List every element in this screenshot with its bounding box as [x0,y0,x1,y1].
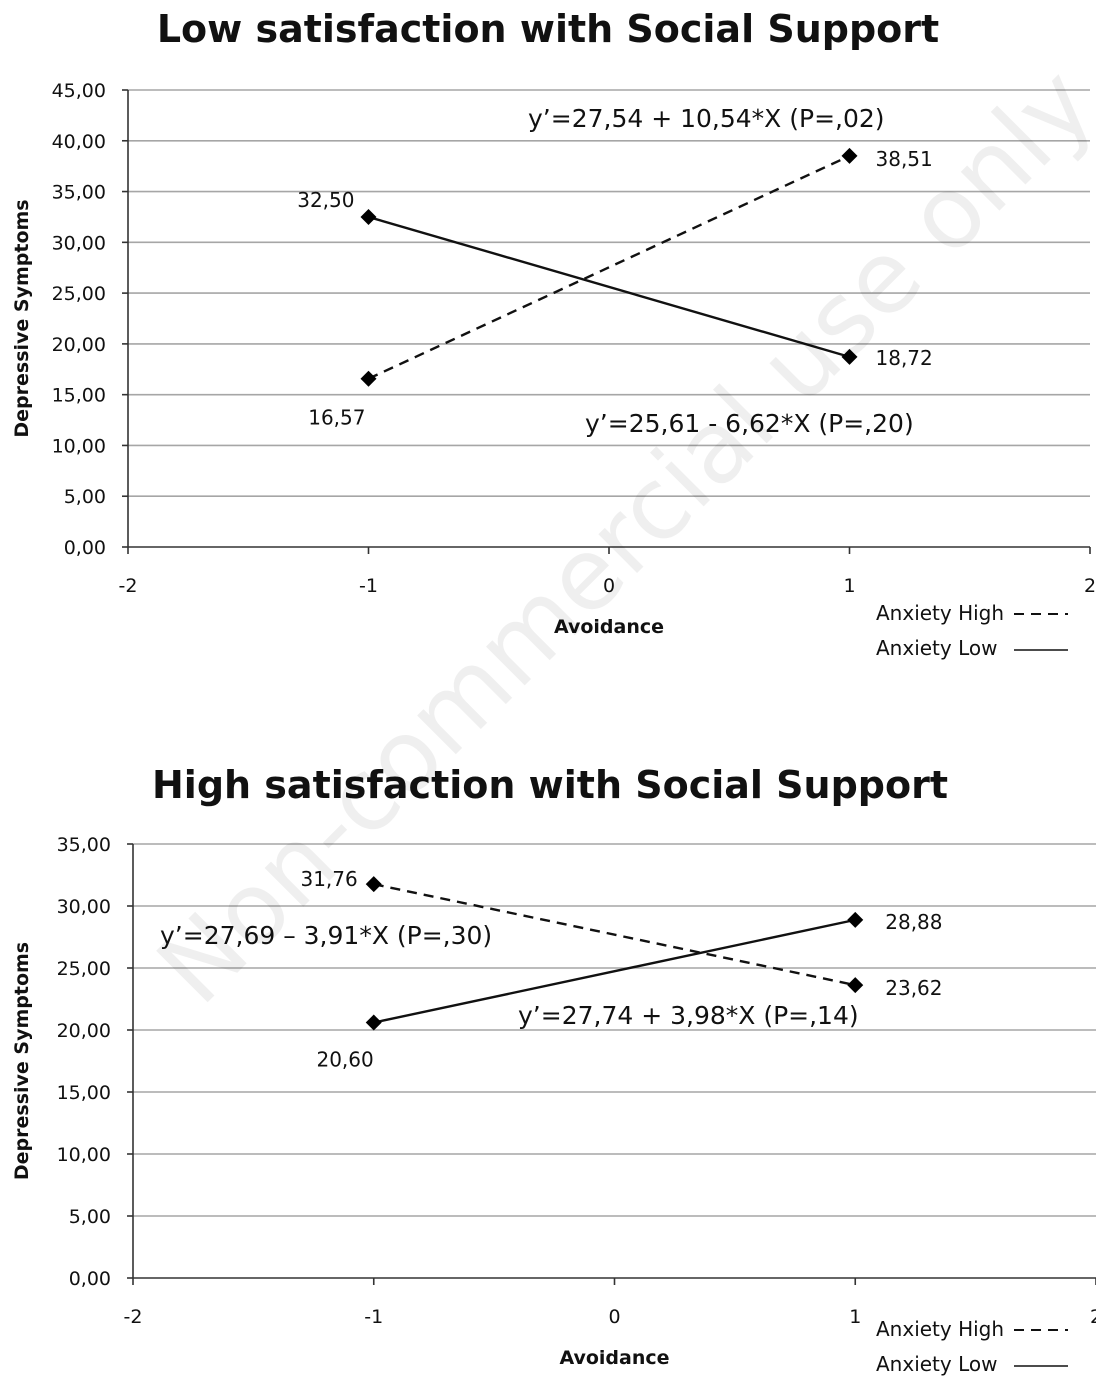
y-tick-label: 45,00 [52,80,106,102]
x-tick-label: -2 [119,575,138,597]
x-tick-label: 2 [1090,1306,1096,1328]
x-tick-label: -1 [364,1306,383,1328]
x-axis-label: Avoidance [559,1347,669,1369]
data-label: 23,62 [885,976,942,1000]
data-label: 38,51 [876,147,933,171]
y-tick-label: 15,00 [52,385,106,407]
chart-low-satisfaction: Low satisfaction with Social Support 0,00… [11,7,1096,660]
x-tick-label: -2 [124,1306,143,1328]
data-label: 28,88 [885,910,942,934]
y-tick-label: 35,00 [52,182,106,204]
legend-label-anxiety-high: Anxiety High [876,1317,1004,1341]
series-line-anxiety-low [368,215,850,359]
y-tick-label: 10,00 [52,435,106,457]
data-label: 16,57 [308,406,365,430]
y-tick-label: 10,00 [57,1144,111,1166]
data-label: 32,50 [297,188,354,212]
x-tick-label: 2 [1084,575,1096,597]
data-point-marker [365,876,382,893]
y-tick-label: 15,00 [57,1082,111,1104]
chart-high-satisfaction: High satisfaction with Social Support 0,0… [11,763,1096,1376]
legend-label-anxiety-low: Anxiety Low [876,1352,997,1376]
y-tick-label: 40,00 [52,131,106,153]
y-tick-label: 5,00 [64,486,106,508]
y-tick-label: 35,00 [57,834,111,856]
x-tick-label: 0 [603,575,615,597]
y-tick-label: 0,00 [64,537,106,559]
x-tick-label: 1 [849,1306,861,1328]
data-label: 31,76 [300,867,357,891]
legend-label-anxiety-low: Anxiety Low [876,636,997,660]
x-tick-label: -1 [359,575,378,597]
x-tick-label: 1 [843,575,855,597]
y-tick-label: 5,00 [69,1206,111,1228]
data-label: 20,60 [316,1048,373,1072]
regression-equation: y’=25,61 - 6,62*X (P=,20) [585,409,914,438]
data-point-marker [841,147,858,164]
series-line-anxiety-high [373,883,856,987]
y-axis-label: Depressive Symptoms [11,942,33,1180]
data-point-marker [360,208,377,225]
chart-title: Low satisfaction with Social Support [157,7,939,51]
legend-label-anxiety-high: Anxiety High [876,601,1004,625]
data-point-marker [365,1014,382,1031]
y-tick-label: 30,00 [52,232,106,254]
x-axis-label: Avoidance [554,616,664,638]
data-point-marker [360,370,377,387]
data-point-marker [847,977,864,994]
series-line-anxiety-low [373,918,856,1024]
y-axis-label: Depressive Symptoms [11,199,33,437]
regression-equation: y’=27,69 – 3,91*X (P=,30) [160,921,492,950]
data-point-marker [847,911,864,928]
chart-title: High satisfaction with Social Support [152,763,948,807]
y-tick-label: 25,00 [52,283,106,305]
y-tick-label: 30,00 [57,896,111,918]
y-tick-label: 20,00 [52,334,106,356]
regression-equation: y’=27,74 + 3,98*X (P=,14) [518,1001,859,1030]
data-label: 18,72 [876,346,933,370]
y-tick-label: 0,00 [69,1268,111,1290]
y-tick-label: 25,00 [57,958,111,980]
data-point-marker [841,348,858,365]
series-line-anxiety-high [367,154,851,380]
x-tick-label: 0 [608,1306,620,1328]
y-tick-label: 20,00 [57,1020,111,1042]
regression-equation: y’=27,54 + 10,54*X (P=,02) [528,104,885,133]
